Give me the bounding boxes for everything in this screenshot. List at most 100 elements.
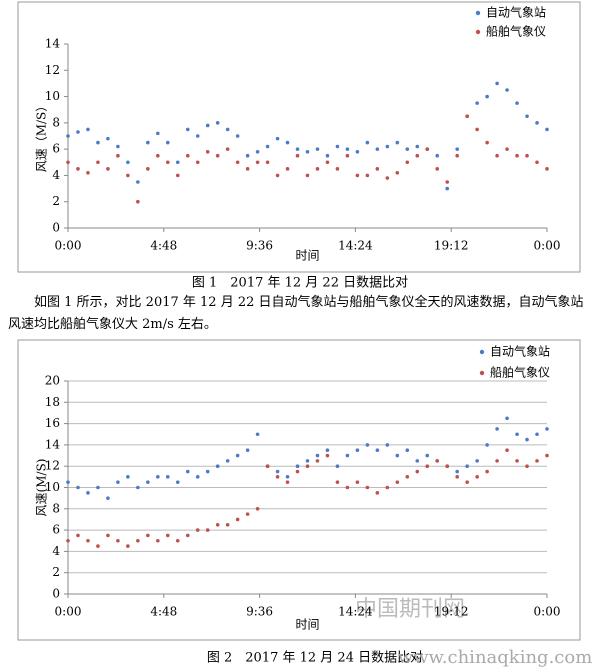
point xyxy=(375,167,380,171)
point xyxy=(545,427,549,431)
point xyxy=(395,480,400,484)
caption: 图 1 2017 年 12 月 22 日数据比对 xyxy=(192,276,408,291)
point xyxy=(265,160,270,165)
point xyxy=(165,160,170,165)
point xyxy=(505,88,509,92)
point xyxy=(525,464,529,469)
point xyxy=(156,475,160,479)
point xyxy=(365,140,370,145)
point xyxy=(116,144,120,149)
point xyxy=(505,448,509,453)
x-axis-label: 时间 xyxy=(295,618,319,632)
point xyxy=(435,167,440,171)
point xyxy=(535,459,539,463)
point xyxy=(225,147,230,151)
point xyxy=(305,173,310,178)
point xyxy=(205,149,210,154)
point xyxy=(325,160,330,165)
y-axis-label: 风速（M/S） xyxy=(35,100,49,173)
chart-frame xyxy=(17,339,581,641)
point xyxy=(375,147,380,151)
point xyxy=(106,533,110,538)
point xyxy=(355,173,360,178)
point xyxy=(275,173,280,178)
point xyxy=(325,448,330,453)
point xyxy=(485,469,489,474)
point xyxy=(535,121,539,125)
point xyxy=(285,167,290,171)
point xyxy=(395,171,400,175)
point xyxy=(235,517,240,522)
point xyxy=(165,475,170,479)
point xyxy=(66,480,70,484)
point xyxy=(255,432,260,437)
point xyxy=(345,485,350,490)
point xyxy=(215,153,220,158)
point xyxy=(156,153,160,158)
point xyxy=(295,147,300,151)
point xyxy=(235,453,240,458)
point xyxy=(415,459,420,463)
point xyxy=(355,448,360,453)
point xyxy=(305,464,310,469)
y-tick-label: 20 xyxy=(45,374,60,388)
point xyxy=(335,464,340,469)
point xyxy=(96,160,100,165)
point xyxy=(106,496,110,500)
point xyxy=(495,81,499,86)
point xyxy=(325,153,330,158)
legend-marker xyxy=(479,370,485,376)
y-tick-label: 8 xyxy=(52,115,60,129)
point xyxy=(235,160,240,165)
point xyxy=(156,538,160,543)
point xyxy=(265,464,270,469)
point xyxy=(335,167,340,171)
point xyxy=(136,199,140,204)
legend-marker xyxy=(475,10,481,16)
point xyxy=(136,538,140,543)
point xyxy=(195,160,200,165)
point xyxy=(126,475,130,479)
legend-marker xyxy=(479,349,485,355)
legend-label: 船舶气象仪 xyxy=(486,24,546,39)
point xyxy=(295,464,300,469)
point xyxy=(185,469,190,474)
point xyxy=(545,453,549,458)
point xyxy=(76,130,80,134)
point xyxy=(245,167,250,171)
point xyxy=(205,528,210,532)
point xyxy=(335,144,340,149)
point xyxy=(505,147,509,151)
point xyxy=(76,167,80,171)
point xyxy=(455,469,459,474)
point xyxy=(475,475,479,479)
point xyxy=(355,149,360,154)
point xyxy=(66,538,70,543)
y-tick-label: 10 xyxy=(45,480,60,494)
point xyxy=(285,475,290,479)
point xyxy=(385,485,390,490)
point xyxy=(185,127,190,132)
point xyxy=(295,153,300,158)
y-tick-label: 2 xyxy=(52,565,60,579)
point xyxy=(175,480,180,484)
y-tick-label: 8 xyxy=(52,501,60,515)
point xyxy=(285,140,290,145)
point xyxy=(126,173,130,178)
point xyxy=(66,134,70,138)
point xyxy=(195,134,200,138)
x-tick-label: 19:12 xyxy=(434,239,469,253)
point xyxy=(116,153,120,158)
point xyxy=(495,427,499,431)
point xyxy=(195,475,200,479)
point xyxy=(305,459,310,463)
y-tick-label: 0 xyxy=(52,587,60,601)
point xyxy=(205,469,210,474)
point xyxy=(485,443,489,447)
y-tick-label: 4 xyxy=(52,544,60,558)
point xyxy=(315,453,320,458)
point xyxy=(365,443,370,447)
point xyxy=(495,153,499,158)
point xyxy=(86,538,90,543)
